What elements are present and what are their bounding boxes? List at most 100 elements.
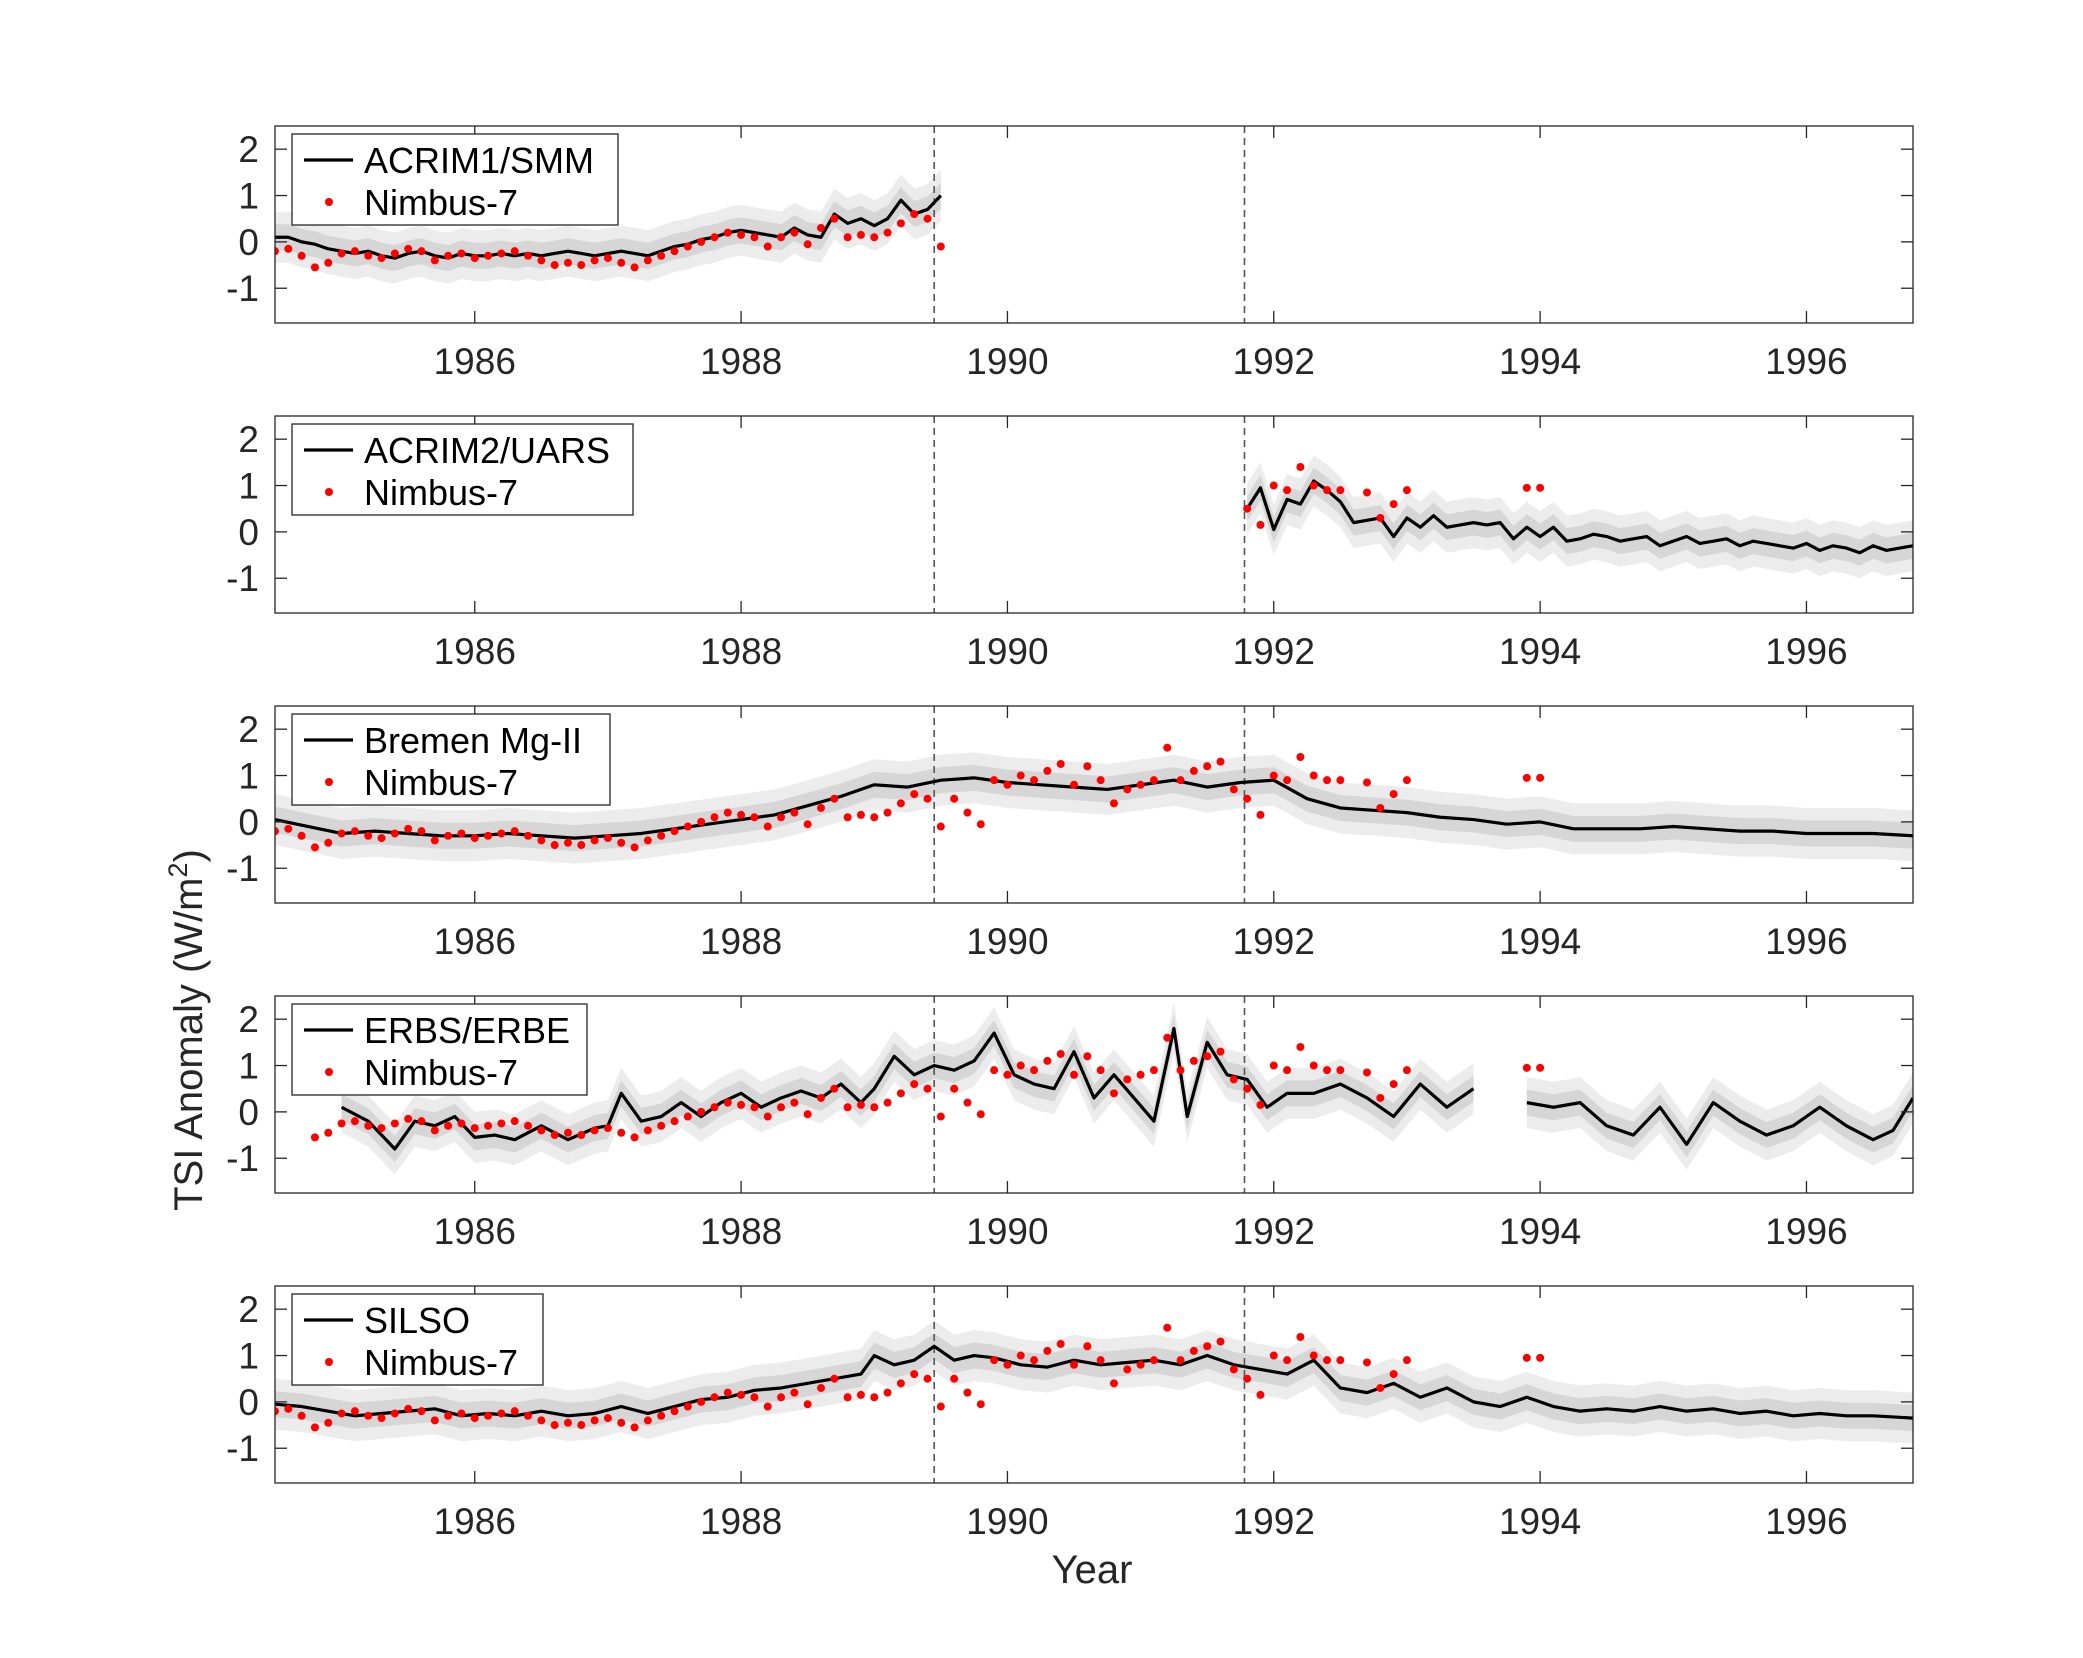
y-axis-label: TSI Anomaly (W/m2): [163, 849, 211, 1211]
y-tick-label: 0: [238, 222, 259, 263]
nimbus7-point: [470, 254, 479, 263]
panel-4: 1986 1988 1990 1992 1994 1996 -1 0 1 2 ERBS/ERBENi…: [226, 995, 1914, 1252]
nimbus7-point: [1363, 778, 1371, 787]
nimbus7-point: [577, 1421, 586, 1430]
nimbus7-point: [524, 831, 533, 840]
nimbus7-point: [630, 1133, 639, 1142]
nimbus7-point: [856, 1390, 865, 1399]
nimbus7-point: [723, 228, 732, 237]
legend-label-series: ACRIM2/UARS: [364, 430, 610, 471]
nimbus7-point: [777, 1393, 786, 1402]
nimbus7-point: [457, 1119, 466, 1128]
nimbus7-point: [790, 808, 799, 817]
nimbus7-point: [830, 794, 839, 803]
nimbus7-point: [643, 1126, 652, 1135]
nimbus7-point: [1229, 1075, 1238, 1084]
nimbus7-point: [963, 808, 972, 817]
nimbus7-point: [1149, 1066, 1158, 1075]
nimbus7-point: [537, 1416, 546, 1425]
nimbus7-point: [817, 1383, 825, 1392]
nimbus7-point: [324, 258, 333, 267]
nimbus7-point: [670, 1407, 679, 1416]
nimbus7-point: [710, 813, 719, 822]
nimbus7-point: [1256, 810, 1265, 819]
y-tick-label: 2: [238, 999, 259, 1040]
legend-label-series: Bremen Mg-II: [364, 720, 582, 761]
nimbus7-point: [830, 1084, 839, 1093]
nimbus7-point: [1402, 776, 1411, 785]
nimbus7-point: [777, 813, 786, 822]
nimbus7-point: [750, 233, 759, 242]
nimbus7-point: [1376, 1383, 1385, 1392]
x-tick-label: 1988: [700, 1211, 782, 1252]
nimbus7-point: [936, 242, 945, 251]
nimbus7-point: [1056, 759, 1065, 768]
nimbus7-point: [1376, 803, 1385, 812]
nimbus7-point: [284, 1404, 293, 1413]
y-tick-label: -1: [226, 1428, 259, 1469]
nimbus7-point: [1163, 1033, 1172, 1042]
nimbus7-point: [1522, 773, 1531, 782]
nimbus7-point: [870, 233, 879, 242]
legend-dot-swatch: [325, 198, 333, 206]
nimbus7-point: [324, 1128, 333, 1137]
nimbus7-point: [1336, 1066, 1345, 1075]
nimbus7-point: [803, 820, 812, 829]
nimbus7-point: [1283, 486, 1292, 495]
nimbus7-point: [1136, 780, 1145, 789]
nimbus7-point: [657, 831, 666, 840]
x-tick-label: 1988: [700, 1501, 782, 1542]
nimbus7-point: [843, 1103, 852, 1112]
nimbus7-point: [1203, 762, 1212, 771]
nimbus7-point: [670, 1117, 679, 1126]
nimbus7-point: [910, 210, 919, 219]
nimbus7-point: [1083, 1342, 1092, 1351]
nimbus7-point: [790, 228, 799, 237]
nimbus7-point: [750, 1103, 759, 1112]
nimbus7-point: [1336, 486, 1345, 495]
nimbus7-point: [524, 1121, 533, 1130]
x-tick-label: 1994: [1499, 1501, 1581, 1542]
nimbus7-point: [524, 251, 533, 260]
panel-5: 1986 1988 1990 1992 1994 1996 -1 0 1 2 SILSONimbus…: [226, 1285, 1914, 1542]
nimbus7-point: [324, 1418, 333, 1427]
nimbus7-point: [1109, 1379, 1118, 1388]
nimbus7-point: [444, 251, 453, 260]
uncertainty-band-inner: [275, 764, 1913, 852]
nimbus7-point: [830, 1374, 839, 1383]
nimbus7-point: [457, 249, 466, 258]
nimbus7-point: [324, 838, 333, 847]
nimbus7-point: [923, 1374, 932, 1383]
nimbus7-point: [1030, 776, 1039, 785]
nimbus7-point: [1070, 1360, 1079, 1369]
nimbus7-point: [1243, 1374, 1252, 1383]
nimbus7-point: [310, 843, 319, 852]
x-tick-label: 1992: [1233, 341, 1315, 382]
series-line-ERBS/ERBE: [340, 1026, 1475, 1151]
x-tick-label: 1996: [1765, 1501, 1847, 1542]
nimbus7-point: [1243, 504, 1252, 513]
nimbus7-point: [1536, 483, 1545, 492]
plot-area: [310, 996, 1913, 1193]
nimbus7-point: [683, 1112, 692, 1121]
y-axis-label-superscript: 2: [163, 862, 193, 877]
nimbus7-point: [577, 1131, 586, 1140]
axes-box: [274, 1285, 1914, 1484]
nimbus7-point: [1269, 1351, 1278, 1360]
nimbus7-point: [1283, 1066, 1292, 1075]
plot-area: [275, 1286, 1913, 1483]
nimbus7-point: [723, 808, 732, 817]
nimbus7-point: [337, 1409, 346, 1418]
nimbus7-point: [883, 228, 892, 237]
nimbus7-point: [590, 256, 599, 265]
nimbus7-point: [1043, 1056, 1052, 1065]
nimbus7-point: [1016, 1351, 1025, 1360]
nimbus7-point: [950, 1374, 959, 1383]
nimbus7-point: [470, 1124, 479, 1133]
nimbus7-point: [670, 247, 679, 256]
nimbus7-point: [497, 1119, 506, 1128]
nimbus7-point: [790, 1098, 799, 1107]
nimbus7-point: [1256, 1100, 1265, 1109]
nimbus7-point: [1123, 785, 1132, 794]
legend-dot-swatch: [325, 778, 333, 786]
